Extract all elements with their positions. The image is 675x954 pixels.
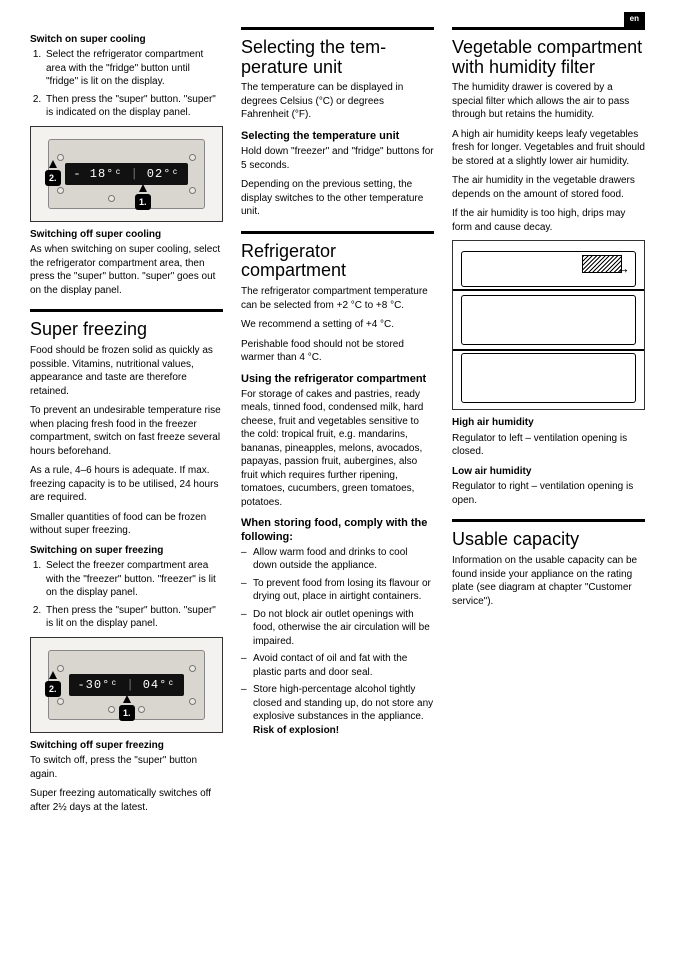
page-columns: Switch on super cooling Select the refri… (30, 27, 645, 820)
heading-low-humidity: Low air humidity (452, 465, 645, 479)
control-panel: - 18°ᶜ | 02°ᶜ 2. 1. (48, 139, 206, 209)
column-3: Vegetable compartment with humidity filt… (452, 27, 645, 820)
lcd-right: 02°ᶜ (145, 166, 182, 182)
heading-high-humidity: High air humidity (452, 416, 645, 430)
list-item: Avoid contact of oil and fat with the pl… (253, 652, 434, 679)
heading-refrigerator-compartment: Refrigerator compartment (241, 242, 434, 282)
paragraph: The air humidity in the vegetable drawer… (452, 174, 645, 201)
section-rule (452, 27, 645, 30)
section-rule (241, 27, 434, 30)
paragraph: Perishable food should not be stored war… (241, 338, 434, 365)
control-panel: -30°ᶜ | 04°ᶜ 2. 1. (48, 650, 206, 720)
language-tag: en (624, 12, 645, 27)
figure-display-cooling: - 18°ᶜ | 02°ᶜ 2. 1. (30, 126, 223, 222)
lcd-right: 04°ᶜ (141, 677, 178, 693)
heading-switch-on-cooling: Switch on super cooling (30, 33, 223, 47)
marker-1: 1. (119, 705, 135, 721)
storing-list: Allow warm food and drinks to cool down … (241, 546, 434, 738)
heading-vegetable-compartment: Vegetable compartment with humidity filt… (452, 38, 645, 78)
paragraph: Smaller quantities of food can be frozen… (30, 511, 223, 538)
column-2: Selecting the tem­perature unit The temp… (241, 27, 434, 820)
heading-selecting-temp-unit: Selecting the tem­perature unit (241, 38, 434, 78)
steps-switch-on-cooling: Select the refrigerator compartment area… (30, 48, 223, 120)
lcd-display: -30°ᶜ | 04°ᶜ (69, 674, 183, 696)
heading-switch-on-freezing: Switching on super freezing (30, 544, 223, 558)
arrow-icon: ↔ (616, 259, 630, 278)
steps-switch-on-freezing: Select the freezer compartment area with… (30, 559, 223, 631)
paragraph: Regulator to left – ventilation opening … (452, 432, 645, 459)
list-text: Store high-percentage alcohol tightly cl… (253, 684, 433, 722)
list-item: To prevent food from losing its flavour … (253, 577, 434, 604)
step: Select the freezer compartment area with… (44, 559, 223, 600)
paragraph: A high air humidity keeps leafy vegetabl… (452, 128, 645, 169)
paragraph: Super freezing automatically switches of… (30, 787, 223, 814)
paragraph: To prevent an undesirable temperature ri… (30, 404, 223, 458)
paragraph: The refrigerator compartment temperature… (241, 285, 434, 312)
section-rule (241, 231, 434, 234)
figure-display-freezing: -30°ᶜ | 04°ᶜ 2. 1. (30, 637, 223, 733)
section-rule (452, 519, 645, 522)
paragraph: If the air humidity is too high, drips m… (452, 207, 645, 234)
paragraph: Information on the usable capacity can b… (452, 554, 645, 608)
lcd-left: -30°ᶜ (75, 677, 120, 693)
step: Then press the "super" button. "super" i… (44, 604, 223, 631)
heading-switch-off-freezing: Switching off super freezing (30, 739, 223, 753)
risk-warning: Risk of explosion! (253, 725, 339, 736)
paragraph: As when switching on super cooling, sele… (30, 243, 223, 297)
marker-2: 2. (45, 681, 61, 697)
heading-super-freezing: Super freezing (30, 320, 223, 340)
column-1: Switch on super cooling Select the refri… (30, 27, 223, 820)
heading-usable-capacity: Usable capacity (452, 530, 645, 550)
lcd-display: - 18°ᶜ | 02°ᶜ (65, 163, 187, 185)
list-item: Allow warm food and drinks to cool down … (253, 546, 434, 573)
paragraph: The temperature can be displayed in degr… (241, 81, 434, 122)
heading-switch-off-cooling: Switching off super cooling (30, 228, 223, 242)
paragraph: To switch off, press the "super" button … (30, 754, 223, 781)
paragraph: Depending on the previous setting, the d… (241, 178, 434, 219)
list-item: Do not block air outlet openings with fo… (253, 608, 434, 649)
step: Then press the "super" button. "super" i… (44, 93, 223, 120)
subheading-when-storing: When storing food, comply with the follo… (241, 517, 434, 543)
list-item: Store high-percentage alcohol tightly cl… (253, 683, 434, 737)
step: Select the refrigerator compartment area… (44, 48, 223, 89)
paragraph: As a rule, 4–6 hours is adequate. If max… (30, 464, 223, 505)
lcd-left: - 18°ᶜ (71, 166, 124, 182)
subheading-selecting-temp-unit: Selecting the temperature unit (241, 130, 434, 143)
paragraph: We recommend a setting of +4 °C. (241, 318, 434, 332)
figure-vegetable-drawer: ↔ (452, 240, 645, 410)
subheading-using-compartment: Using the refrigerator compartment (241, 373, 434, 386)
paragraph: For storage of cakes and pastries, ready… (241, 388, 434, 510)
paragraph: Hold down "freezer" and "fridge" buttons… (241, 145, 434, 172)
paragraph: The humidity drawer is covered by a spec… (452, 81, 645, 122)
marker-1: 1. (135, 194, 151, 210)
paragraph: Food should be frozen solid as quickly a… (30, 344, 223, 398)
section-rule (30, 309, 223, 312)
marker-2: 2. (45, 170, 61, 186)
paragraph: Regulator to right – ventilation opening… (452, 480, 645, 507)
